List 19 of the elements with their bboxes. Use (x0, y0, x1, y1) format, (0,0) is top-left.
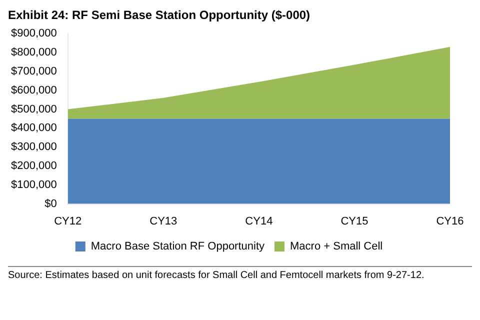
x-tick-label: CY16 (436, 215, 464, 228)
x-tick-label: CY14 (245, 215, 273, 228)
y-tick-label: $800,000 (10, 46, 57, 59)
y-tick-label: $100,000 (10, 178, 57, 191)
x-tick-label: CY15 (340, 215, 368, 228)
legend-label: Macro + Small Cell (290, 240, 383, 253)
x-tick-label: CY12 (54, 215, 82, 228)
y-tick-label: $400,000 (10, 122, 57, 134)
y-tick-label: $700,000 (10, 65, 57, 78)
y-tick-label: $300,000 (10, 141, 57, 154)
y-tick-label: $900,000 (10, 28, 57, 40)
y-tick-label: $500,000 (10, 103, 57, 116)
chart-title: Exhibit 24: RF Semi Base Station Opportunity ($-000) (8, 8, 312, 22)
y-tick-label: $600,000 (10, 84, 57, 96)
source-note: Source: Estimates based on unit forecasts for Small Cell and Femtocell markets from 9-27-12. (8, 270, 426, 281)
x-tick-label: CY13 (150, 215, 178, 228)
y-tick-label: $0 (44, 198, 57, 210)
y-tick-label: $200,000 (10, 160, 57, 172)
legend-label: Macro Base Station RF Opportunity (90, 240, 266, 253)
